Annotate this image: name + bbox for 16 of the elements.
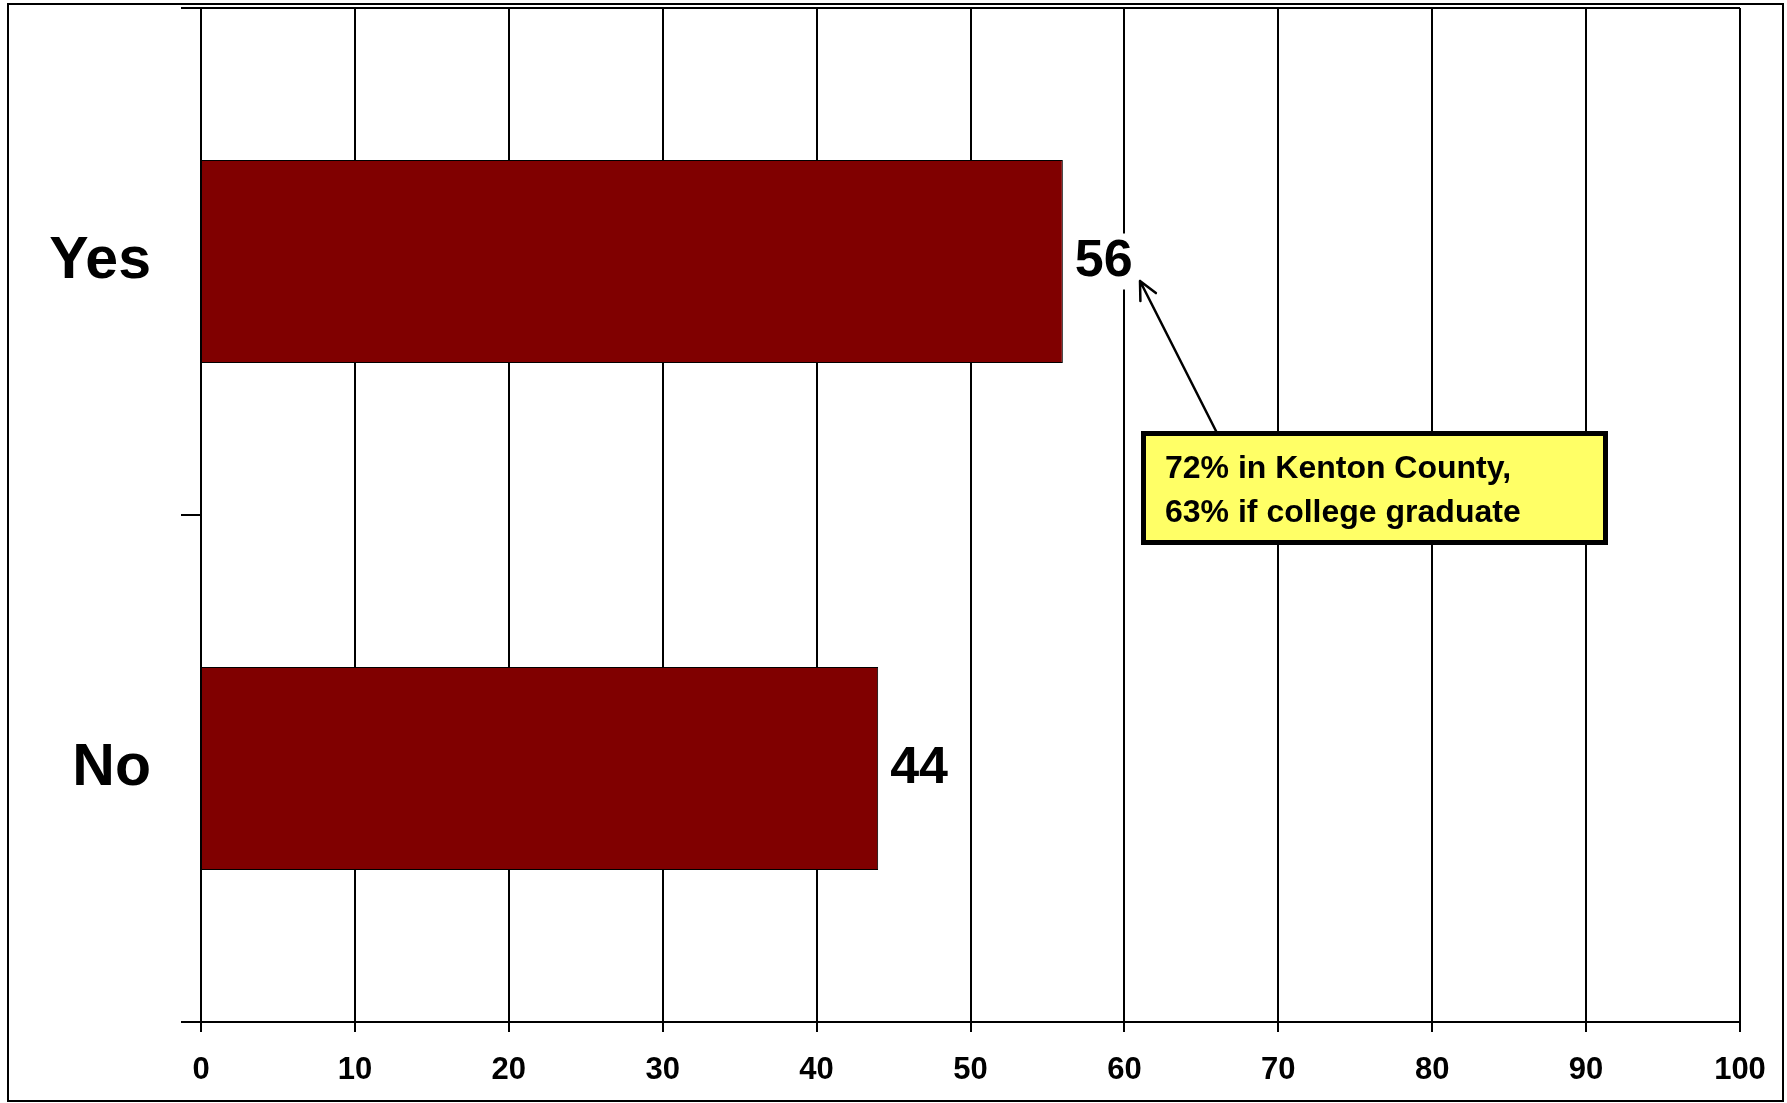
x-tick-label: 100 [1714,1051,1766,1087]
data-label: 56 [1074,228,1133,287]
data-label: 44 [890,735,949,794]
x-tick-label: 50 [953,1051,988,1087]
x-tick-label: 70 [1261,1051,1296,1087]
x-tick-label: 80 [1414,1051,1450,1087]
x-tick-label: 0 [192,1051,210,1087]
x-tick-label: 30 [645,1051,680,1087]
x-tick-label: 10 [337,1051,373,1087]
annotation: 72% in Kenton County, 63% if college graduate [1165,448,1521,531]
x-tick-label: 60 [1107,1051,1142,1087]
x-tick-label: 40 [799,1051,834,1087]
x-tick-label: 20 [491,1051,527,1087]
y-tick-label: Yes [49,224,151,291]
y-tick-label: No [72,731,151,798]
x-tick-label: 90 [1568,1051,1604,1087]
